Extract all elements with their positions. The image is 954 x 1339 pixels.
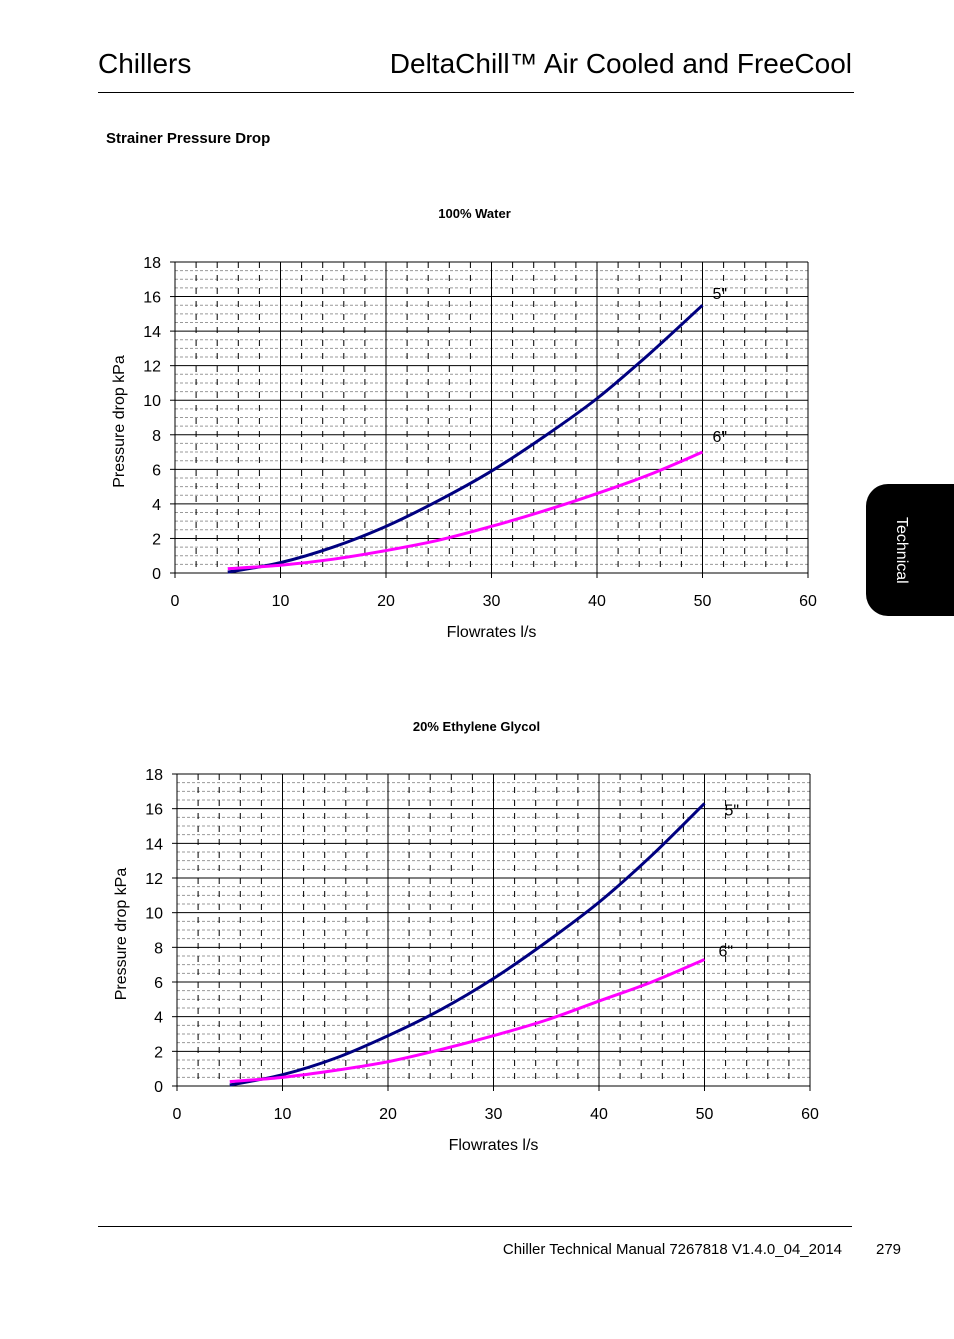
section-title: Strainer Pressure Drop: [106, 130, 271, 147]
y-tick-label: 14: [143, 324, 161, 341]
chart-title: 20% Ethylene Glycol: [413, 719, 540, 734]
y-tick-label: 0: [154, 1079, 163, 1096]
x-tick-label: 0: [173, 1106, 182, 1123]
y-tick-label: 6: [154, 975, 163, 992]
y-tick-label: 0: [152, 566, 161, 583]
y-tick-label: 8: [154, 940, 163, 957]
y-tick-label: 18: [145, 767, 163, 784]
y-tick-label: 4: [152, 497, 161, 514]
x-tick-label: 10: [272, 593, 290, 610]
y-tick-label: 12: [143, 359, 161, 376]
y-axis-label: Pressure drop kPa: [113, 868, 130, 1001]
footer-page-number: 279: [876, 1241, 902, 1258]
x-tick-label: 50: [694, 593, 712, 610]
chart-glycol: 0 2 4 6 8 10 12 14 16 18 0 10 20 30 40 50 60 20% Ethylene…: [113, 719, 819, 1154]
series-label-5in: 5": [713, 286, 728, 303]
x-axis-label: Flowrates l/s: [447, 624, 537, 641]
header-divider: [98, 92, 854, 93]
series-line-5in: [229, 802, 706, 1087]
x-tick-label: 20: [377, 593, 395, 610]
y-tick-label: 18: [143, 255, 161, 272]
x-tick-label: 10: [274, 1106, 292, 1123]
series-line-6in: [229, 958, 706, 1084]
y-tick-label: 2: [152, 531, 161, 548]
header-left-title: Chillers: [98, 48, 192, 79]
x-tick-label: 40: [590, 1106, 608, 1123]
x-tick-label: 0: [171, 593, 180, 610]
chart-title: 100% Water: [438, 206, 511, 221]
series-label-6in: 6": [713, 429, 728, 446]
side-tab-label: Technical: [893, 516, 910, 584]
x-tick-label: 60: [801, 1106, 819, 1123]
y-tick-label: 14: [145, 836, 163, 853]
x-tick-label: 60: [799, 593, 817, 610]
x-tick-label: 40: [588, 593, 606, 610]
x-tick-label: 30: [485, 1106, 503, 1123]
chart-water: 0 2 4 6 8 10 12 14 16 18 0 10 20 30 40 50 60 100% Water Fl…: [111, 206, 817, 641]
header-right-title: DeltaChill™ Air Cooled and FreeCool: [389, 48, 852, 79]
y-tick-label: 16: [145, 802, 163, 819]
series-line-5in: [227, 304, 704, 574]
series-line-6in: [227, 450, 704, 571]
y-tick-label: 10: [145, 906, 163, 923]
y-tick-label: 8: [152, 428, 161, 445]
y-tick-label: 2: [154, 1044, 163, 1061]
side-tab-technical[interactable]: Technical: [866, 484, 954, 616]
y-tick-label: 12: [145, 871, 163, 888]
y-tick-label: 10: [143, 393, 161, 410]
y-tick-label: 16: [143, 290, 161, 307]
series-label-5in: 5": [725, 802, 740, 819]
x-tick-label: 20: [379, 1106, 397, 1123]
x-tick-label: 50: [696, 1106, 714, 1123]
y-axis-label: Pressure drop kPa: [111, 355, 128, 488]
footer-divider: [98, 1226, 852, 1227]
y-tick-label: 4: [154, 1010, 163, 1027]
y-tick-label: 6: [152, 462, 161, 479]
footer-manual-title: Chiller Technical Manual 7267818 V1.4.0_…: [502, 1241, 842, 1258]
series-label-6in: 6": [719, 943, 734, 960]
x-axis-label: Flowrates l/s: [449, 1137, 539, 1154]
x-tick-label: 30: [483, 593, 501, 610]
